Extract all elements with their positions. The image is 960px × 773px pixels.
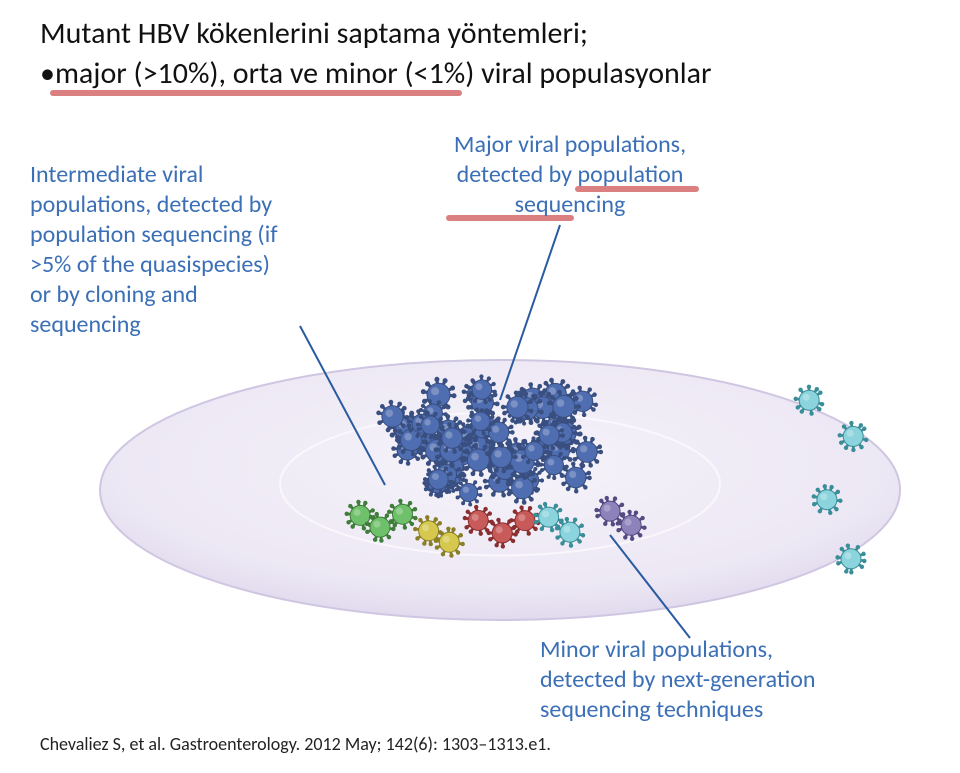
diagram-canvas (0, 0, 960, 773)
citation: Chevaliez S, et al. Gastroenterology. 20… (40, 733, 551, 755)
slide: Mutant HBV kökenlerini saptama yöntemler… (0, 0, 960, 773)
